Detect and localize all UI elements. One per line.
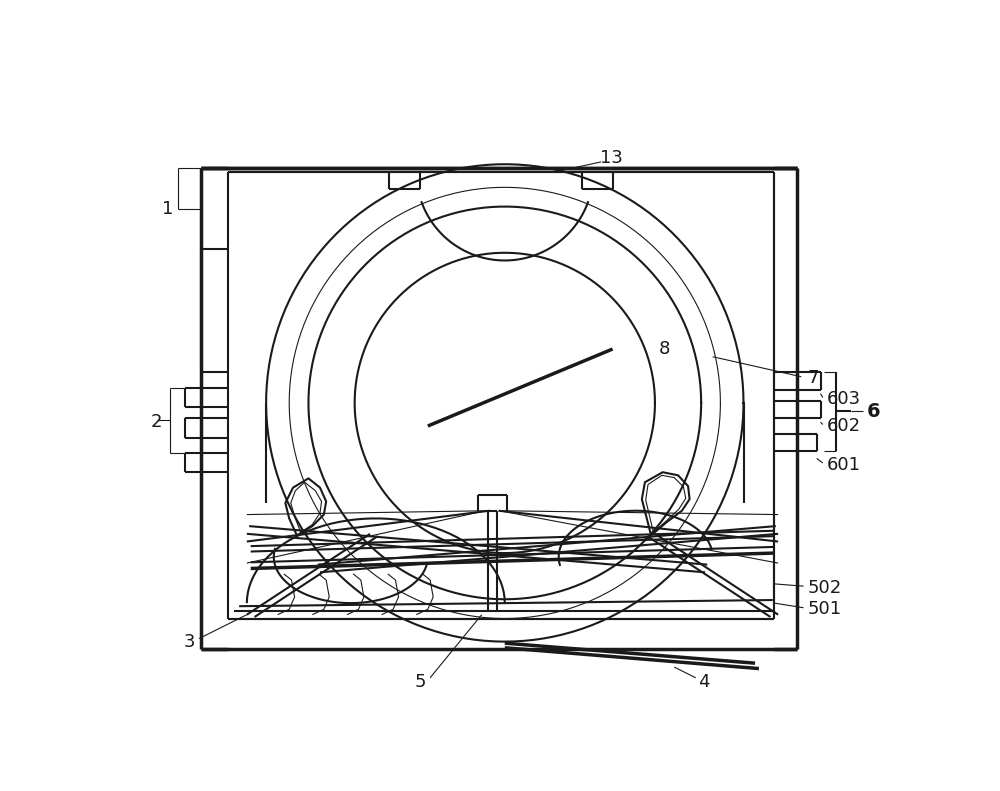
Text: 4: 4 <box>698 672 709 691</box>
Text: 502: 502 <box>807 579 842 596</box>
Text: 6: 6 <box>867 402 880 421</box>
Text: 1: 1 <box>162 200 173 218</box>
Text: 501: 501 <box>807 600 842 619</box>
Text: 5: 5 <box>414 672 426 691</box>
Text: 601: 601 <box>827 456 861 474</box>
Text: 8: 8 <box>659 340 670 358</box>
Text: 7: 7 <box>807 369 819 388</box>
Text: 3: 3 <box>183 633 195 651</box>
Text: 13: 13 <box>600 149 622 167</box>
Text: 2: 2 <box>151 413 163 431</box>
Text: 602: 602 <box>827 417 861 435</box>
Text: 603: 603 <box>827 390 861 408</box>
